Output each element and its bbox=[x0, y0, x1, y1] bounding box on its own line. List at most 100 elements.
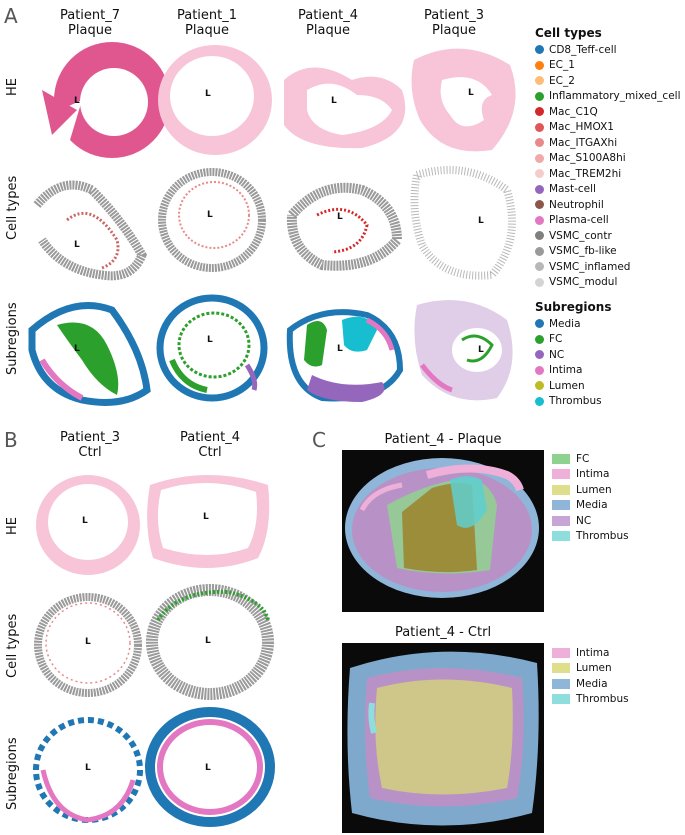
he-tissue-patient4 bbox=[284, 67, 406, 149]
legend-item: Media bbox=[552, 498, 629, 514]
legend-panel-c-bottom: Intima Lumen Media Thrombus bbox=[552, 645, 629, 707]
legend-label: NC bbox=[549, 348, 565, 361]
lumen-label: L bbox=[74, 240, 80, 250]
legend-item: Media bbox=[535, 316, 611, 332]
legend-swatch bbox=[535, 246, 544, 256]
legend-swatch bbox=[535, 107, 544, 117]
legend-item: Media bbox=[552, 676, 629, 692]
lumen-label: L bbox=[478, 345, 484, 355]
legend-swatch bbox=[535, 396, 544, 406]
row-label-he: HE bbox=[5, 78, 20, 96]
legend-item: Thrombus bbox=[552, 692, 629, 708]
legend-swatch bbox=[552, 469, 570, 480]
legend-item: EC_1 bbox=[535, 58, 681, 74]
lumen-label: L bbox=[82, 516, 88, 526]
legend-label: Media bbox=[549, 317, 581, 330]
celltype-tissue-patient4 bbox=[286, 182, 403, 271]
row-label-he: HE bbox=[5, 517, 20, 535]
legend-label: Mac_ITGAXhi bbox=[549, 136, 618, 149]
legend-swatch bbox=[535, 122, 544, 132]
lumen-label: L bbox=[203, 512, 209, 522]
lumen-label: L bbox=[337, 212, 343, 222]
panel-c-bottom-title: Patient_4 - Ctrl bbox=[394, 625, 492, 640]
legend-cell-types: Cell types CD8_Teff-cell EC_1 EC_2 Inflamma… bbox=[535, 26, 681, 290]
panel-c-bottom-image bbox=[342, 643, 544, 833]
he-tissue-patient3-ctrl bbox=[36, 475, 140, 575]
legend-swatch bbox=[552, 484, 570, 495]
he-tissue-patient1 bbox=[158, 45, 272, 155]
column-title-b2: Patient_4 Ctrl bbox=[160, 430, 260, 460]
subregion-tissue-patient4 bbox=[286, 309, 404, 402]
legend-swatch bbox=[535, 319, 544, 329]
celltypes-row-a bbox=[33, 166, 516, 281]
legend-label: Neutrophil bbox=[549, 198, 604, 211]
panel-c-top-image bbox=[342, 450, 544, 612]
row-label-subregions: Subregions bbox=[5, 302, 20, 375]
legend-label: Mast-cell bbox=[549, 183, 596, 196]
legend-label: Mac_TREM2hi bbox=[549, 167, 622, 180]
legend-label: Mac_C1Q bbox=[549, 105, 598, 118]
lumen-label: L bbox=[85, 763, 91, 773]
legend-item: Intima bbox=[552, 467, 629, 483]
celltype-tissue-patient7 bbox=[33, 180, 147, 281]
column-sample: Plaque bbox=[306, 23, 350, 38]
legend-label: Media bbox=[576, 677, 608, 690]
lumen-label: L bbox=[207, 335, 213, 345]
column-sample: Plaque bbox=[185, 23, 229, 38]
legend-label: Intima bbox=[549, 364, 583, 377]
row-label-cell-types: Cell types bbox=[5, 175, 20, 240]
legend-swatch bbox=[552, 515, 570, 526]
legend-label: Plasma-cell bbox=[549, 214, 609, 227]
celltype-tissue-patient3-ctrl bbox=[34, 593, 142, 697]
legend-label: Lumen bbox=[576, 662, 612, 675]
legend-item: VSMC_contr bbox=[535, 228, 681, 244]
column-sample: Ctrl bbox=[78, 445, 102, 460]
legend-item: Lumen bbox=[552, 661, 629, 677]
legend-swatch bbox=[535, 277, 544, 287]
legend-item: Mac_ITGAXhi bbox=[535, 135, 681, 151]
celltype-tissue-patient4-ctrl bbox=[146, 584, 274, 700]
legend-label: Mac_HMOX1 bbox=[549, 121, 614, 134]
legend-label: Mac_S100A8hi bbox=[549, 152, 626, 165]
legend-label: EC_1 bbox=[549, 59, 575, 72]
legend-item: Intima bbox=[552, 645, 629, 661]
legend-swatch bbox=[552, 500, 570, 511]
legend-label: FC bbox=[549, 333, 563, 346]
row-label-cell-types: Cell types bbox=[5, 613, 20, 678]
legend-panel-c-top: FC Intima Lumen Media NC Thrombus bbox=[552, 451, 629, 544]
column-title-a4: Patient_3 Plaque bbox=[404, 8, 504, 38]
panel-letter-c: C bbox=[312, 428, 326, 452]
lumen-label: L bbox=[205, 636, 211, 646]
legend-label: EC_2 bbox=[549, 74, 575, 87]
column-patient: Patient_7 bbox=[59, 8, 121, 23]
he-tissue-patient7 bbox=[27, 42, 170, 158]
legend-label: Media bbox=[576, 499, 608, 512]
legend-subregions: Subregions Media FC NC Intima Lumen Thrombus bbox=[535, 300, 611, 409]
subregion-tissue-patient1 bbox=[156, 294, 268, 402]
lumen-label: L bbox=[468, 88, 474, 98]
column-patient: Patient_4 bbox=[297, 8, 359, 23]
legend-swatch bbox=[552, 531, 570, 542]
legend-swatch bbox=[535, 200, 544, 210]
lumen-label: L bbox=[85, 637, 91, 647]
legend-item: VSMC_modul bbox=[535, 275, 681, 291]
lumen-label: L bbox=[205, 763, 211, 773]
column-sample: Plaque bbox=[432, 23, 476, 38]
legend-label: Thrombus bbox=[576, 693, 629, 706]
legend-item: Thrombus bbox=[552, 529, 629, 545]
legend-item: Plasma-cell bbox=[535, 213, 681, 229]
subregions-row-a bbox=[28, 294, 513, 406]
column-title-a3: Patient_4 Plaque bbox=[278, 8, 378, 38]
celltype-tissue-patient3 bbox=[410, 166, 516, 280]
lumen-label: L bbox=[74, 96, 80, 106]
celltype-tissue-patient1 bbox=[158, 168, 266, 272]
subregion-tissue-patient3-ctrl bbox=[33, 717, 143, 823]
legend-swatch bbox=[535, 45, 544, 55]
legend-label: FC bbox=[576, 452, 590, 465]
lumen-label: L bbox=[74, 344, 80, 354]
legend-label: Intima bbox=[576, 646, 610, 659]
subregion-tissue-patient3 bbox=[414, 300, 513, 401]
legend-label: Thrombus bbox=[576, 530, 629, 543]
legend-swatch bbox=[535, 262, 544, 272]
legend-item: Inflammatory_mixed_cell bbox=[535, 89, 681, 105]
